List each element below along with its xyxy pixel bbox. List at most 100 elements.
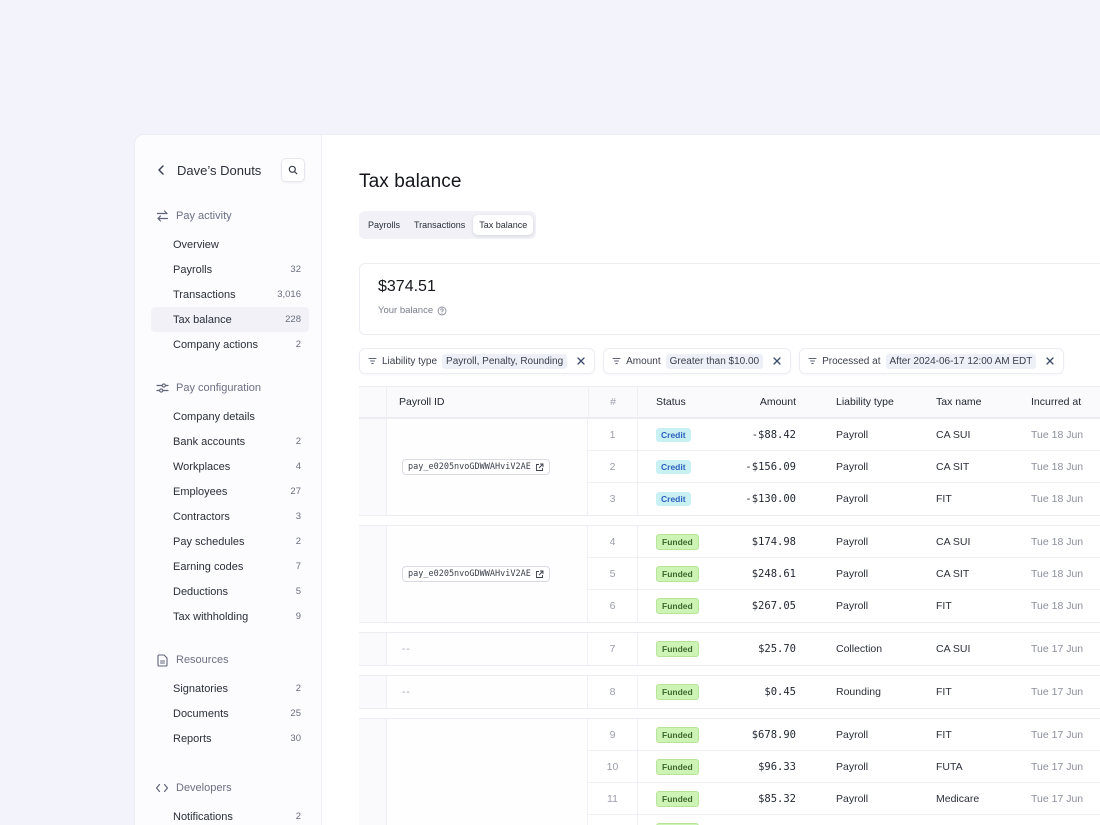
row-num: 6 bbox=[588, 590, 638, 622]
sidebar-item-tax-balance[interactable]: Tax balance 228 bbox=[151, 307, 309, 332]
table-row[interactable]: 3 Credit -$130.00 Payroll FIT Tue 18 Jun bbox=[588, 483, 1100, 515]
empty-payroll-id: -- bbox=[402, 686, 411, 698]
nav-label: Tax balance bbox=[173, 313, 232, 326]
filter-liability-type[interactable]: Liability type Payroll, Penalty, Roundin… bbox=[359, 348, 596, 374]
gutter bbox=[359, 633, 387, 665]
table-row[interactable]: 1 Credit -$88.42 Payroll CA SUI Tue 18 Jun bbox=[588, 419, 1100, 451]
help-circle-icon[interactable] bbox=[437, 306, 447, 316]
table-row[interactable]: 9 Funded $678.90 Payroll FIT Tue 17 Jun bbox=[588, 719, 1100, 751]
amount: $96.33 bbox=[758, 760, 796, 773]
liability-type: Payroll bbox=[836, 728, 869, 741]
row-num: 1 bbox=[588, 419, 638, 450]
sidebar-item-pay-schedules[interactable]: Pay schedules 2 bbox=[151, 529, 309, 554]
status-badge: Credit bbox=[656, 427, 691, 442]
amount: -$88.42 bbox=[751, 428, 796, 441]
filter-key: Liability type bbox=[382, 355, 438, 367]
chevron-left-icon[interactable] bbox=[155, 164, 167, 176]
close-icon[interactable] bbox=[772, 356, 782, 366]
sidebar-item-company-details[interactable]: Company details bbox=[151, 404, 309, 429]
sidebar-item-signatories[interactable]: Signatories 2 bbox=[151, 676, 309, 701]
table-row[interactable]: 2 Credit -$156.09 Payroll CA SIT Tue 18 Jun bbox=[588, 451, 1100, 483]
table-group: pay_e0205nvoGDWWAHviV2AE 1 Credit -$88.42 P… bbox=[359, 418, 1100, 516]
nav-label: Earning codes bbox=[173, 560, 244, 573]
table-row[interactable]: 5 Funded $248.61 Payroll CA SIT Tue 18 Jun bbox=[588, 558, 1100, 590]
sidebar-item-payrolls[interactable]: Payrolls 32 bbox=[151, 257, 309, 282]
header-tax-name[interactable]: Tax name bbox=[936, 396, 982, 408]
nav-section-pay-activity: Pay activity Overview Payrolls 32 Transac… bbox=[151, 207, 309, 357]
status-badge: Funded bbox=[656, 565, 699, 582]
payroll-id-link[interactable]: pay_e0205nvoGDWWAHviV2AE bbox=[402, 566, 550, 582]
payroll-cell: -- bbox=[387, 676, 588, 708]
filter-amount[interactable]: Amount Greater than $10.00 bbox=[603, 348, 792, 374]
gutter bbox=[359, 387, 387, 417]
table-group: pay_e0205nvoGDWWAHviV2AE 4 Funded $174.98 P… bbox=[359, 525, 1100, 623]
tab-tax-balance[interactable]: Tax balance bbox=[473, 215, 534, 235]
incurred-at: Tue 18 Jun bbox=[1031, 567, 1084, 580]
nav-label: Bank accounts bbox=[173, 435, 246, 448]
sidebar: Dave’s Donuts Pay activity Overview Payr… bbox=[135, 135, 322, 825]
empty-payroll-id: -- bbox=[402, 643, 411, 655]
tax-name: CA SUI bbox=[936, 535, 971, 548]
incurred-at: Tue 18 Jun bbox=[1031, 600, 1084, 612]
sidebar-item-reports[interactable]: Reports 30 bbox=[151, 726, 309, 751]
payroll-id: pay_e0205nvoGDWWAHviV2AE bbox=[408, 569, 531, 579]
incurred-at: Tue 17 Jun bbox=[1031, 643, 1084, 655]
tax-name: FIT bbox=[936, 686, 952, 698]
close-icon[interactable] bbox=[576, 356, 586, 366]
table-group: 9 Funded $678.90 Payroll FIT Tue 17 Jun 10 Fun… bbox=[359, 718, 1100, 825]
tab-payrolls[interactable]: Payrolls bbox=[368, 220, 401, 230]
sidebar-item-bank-accounts[interactable]: Bank accounts 2 bbox=[151, 429, 309, 454]
incurred-at: Tue 18 Jun bbox=[1031, 535, 1084, 548]
sidebar-item-employees[interactable]: Employees 27 bbox=[151, 479, 309, 504]
sidebar-item-documents[interactable]: Documents 25 bbox=[151, 701, 309, 726]
search-button[interactable] bbox=[281, 158, 305, 182]
sidebar-item-tax-withholding[interactable]: Tax withholding 9 bbox=[151, 604, 309, 629]
sidebar-item-transactions[interactable]: Transactions 3,016 bbox=[151, 282, 309, 307]
header-amount[interactable]: Amount bbox=[759, 396, 796, 408]
sidebar-item-earning-codes[interactable]: Earning codes 7 bbox=[151, 554, 309, 579]
amount: $174.98 bbox=[751, 535, 796, 548]
nav-label: Contractors bbox=[173, 510, 230, 523]
external-link-icon bbox=[535, 570, 544, 579]
header-incurred-at[interactable]: Incurred at bbox=[1031, 396, 1082, 408]
close-icon[interactable] bbox=[1045, 356, 1055, 366]
payroll-id-link[interactable]: pay_e0205nvoGDWWAHviV2AE bbox=[402, 459, 550, 475]
app-window: Dave’s Donuts Pay activity Overview Payr… bbox=[134, 134, 1100, 825]
table-group: -- 8 Funded $0.45 Rounding FIT Tue 17 Jun bbox=[359, 675, 1100, 709]
sidebar-item-overview[interactable]: Overview bbox=[151, 232, 309, 257]
table-row[interactable]: 11 Funded $85.32 Payroll Medicare Tue 17 Jun bbox=[588, 783, 1100, 815]
header-status[interactable]: Status bbox=[656, 396, 686, 408]
status-badge: Funded bbox=[656, 790, 699, 807]
row-num: 7 bbox=[588, 633, 638, 665]
table-row[interactable]: 8 Funded $0.45 Rounding FIT Tue 17 Jun bbox=[588, 676, 1100, 708]
table-row[interactable]: 10 Funded $96.33 Payroll FUTA Tue 17 Jun bbox=[588, 751, 1100, 783]
tax-name: Medicare bbox=[936, 792, 980, 805]
header-liability-type[interactable]: Liability type bbox=[836, 396, 894, 408]
tab-transactions[interactable]: Transactions bbox=[414, 220, 466, 230]
filter-processed-at[interactable]: Processed at After 2024-06-17 12:00 AM E… bbox=[799, 348, 1065, 374]
amount: $85.32 bbox=[758, 792, 796, 805]
sidebar-item-company-actions[interactable]: Company actions 2 bbox=[151, 332, 309, 357]
sidebar-item-contractors[interactable]: Contractors 3 bbox=[151, 504, 309, 529]
sidebar-item-notifications[interactable]: Notifications 2 bbox=[151, 804, 309, 825]
nav-label: Documents bbox=[173, 707, 229, 720]
header-payroll-id[interactable]: Payroll ID bbox=[399, 396, 445, 408]
sidebar-item-workplaces[interactable]: Workplaces 4 bbox=[151, 454, 309, 479]
document-icon bbox=[155, 653, 169, 667]
search-icon bbox=[288, 165, 298, 175]
nav-label: Overview bbox=[173, 238, 219, 251]
section-label: Pay activity bbox=[176, 210, 232, 222]
status-badge: Funded bbox=[656, 758, 699, 775]
section-label: Resources bbox=[176, 654, 229, 666]
nav-section-developers: Developers Notifications 2 bbox=[155, 779, 305, 825]
table-row[interactable]: 6 Funded $267.05 Payroll FIT Tue 18 Jun bbox=[588, 590, 1100, 622]
sidebar-item-deductions[interactable]: Deductions 5 bbox=[151, 579, 309, 604]
table-row[interactable]: 4 Funded $174.98 Payroll CA SUI Tue 18 Jun bbox=[588, 526, 1100, 558]
section-label: Developers bbox=[176, 782, 232, 794]
status-badge: Funded bbox=[656, 598, 699, 614]
gutter bbox=[359, 719, 387, 825]
amount: $0.45 bbox=[764, 686, 796, 698]
table-row[interactable]: 7 Funded $25.70 Collection CA SUI Tue 17 Jun bbox=[588, 633, 1100, 665]
tax-name: CA SUI bbox=[936, 428, 971, 441]
